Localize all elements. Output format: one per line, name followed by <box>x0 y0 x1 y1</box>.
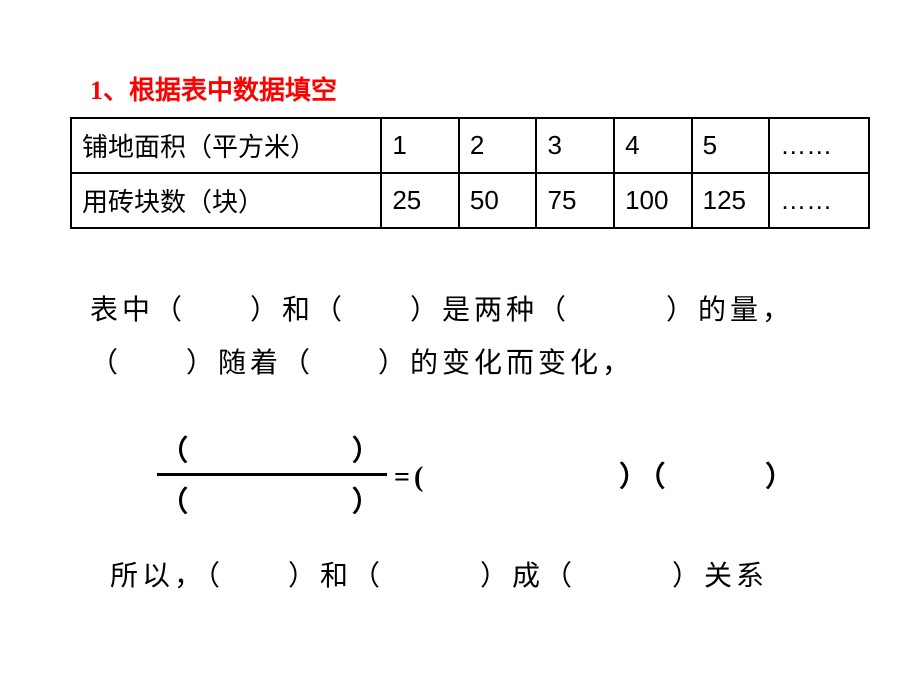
fraction-result: =( ）（ ） <box>394 455 797 495</box>
fill-blank-paragraph: 表中（ ）和（ ）是两种（ ）的量，（ ）随着（ ）的变化而变化， <box>60 284 870 390</box>
conclusion-text: 所以，（ ）和（ ）成（ ）关系 <box>60 554 870 594</box>
cell: 100 <box>614 173 692 228</box>
row2-label: 用砖块数（块） <box>71 173 381 228</box>
cell: 75 <box>536 173 614 228</box>
cell: …… <box>769 118 869 173</box>
table-row: 铺地面积（平方米） 1 2 3 4 5 …… <box>71 118 869 173</box>
cell: …… <box>769 173 869 228</box>
fraction-expression: （ ） （ ） =( ）（ ） <box>60 425 870 524</box>
cell: 50 <box>459 173 537 228</box>
cell: 25 <box>381 173 459 228</box>
cell: 5 <box>692 118 770 173</box>
cell: 3 <box>536 118 614 173</box>
cell: 125 <box>692 173 770 228</box>
cell: 2 <box>459 118 537 173</box>
problem-title: 1、根据表中数据填空 <box>60 70 870 107</box>
cell: 4 <box>614 118 692 173</box>
table-row: 用砖块数（块） 25 50 75 100 125 …… <box>71 173 869 228</box>
data-table: 铺地面积（平方米） 1 2 3 4 5 …… 用砖块数（块） 25 50 75 … <box>70 117 870 229</box>
fraction: （ ） （ ） <box>150 425 394 524</box>
fraction-denominator: （ ） <box>150 476 394 524</box>
fraction-numerator: （ ） <box>150 425 394 473</box>
row1-label: 铺地面积（平方米） <box>71 118 381 173</box>
cell: 1 <box>381 118 459 173</box>
